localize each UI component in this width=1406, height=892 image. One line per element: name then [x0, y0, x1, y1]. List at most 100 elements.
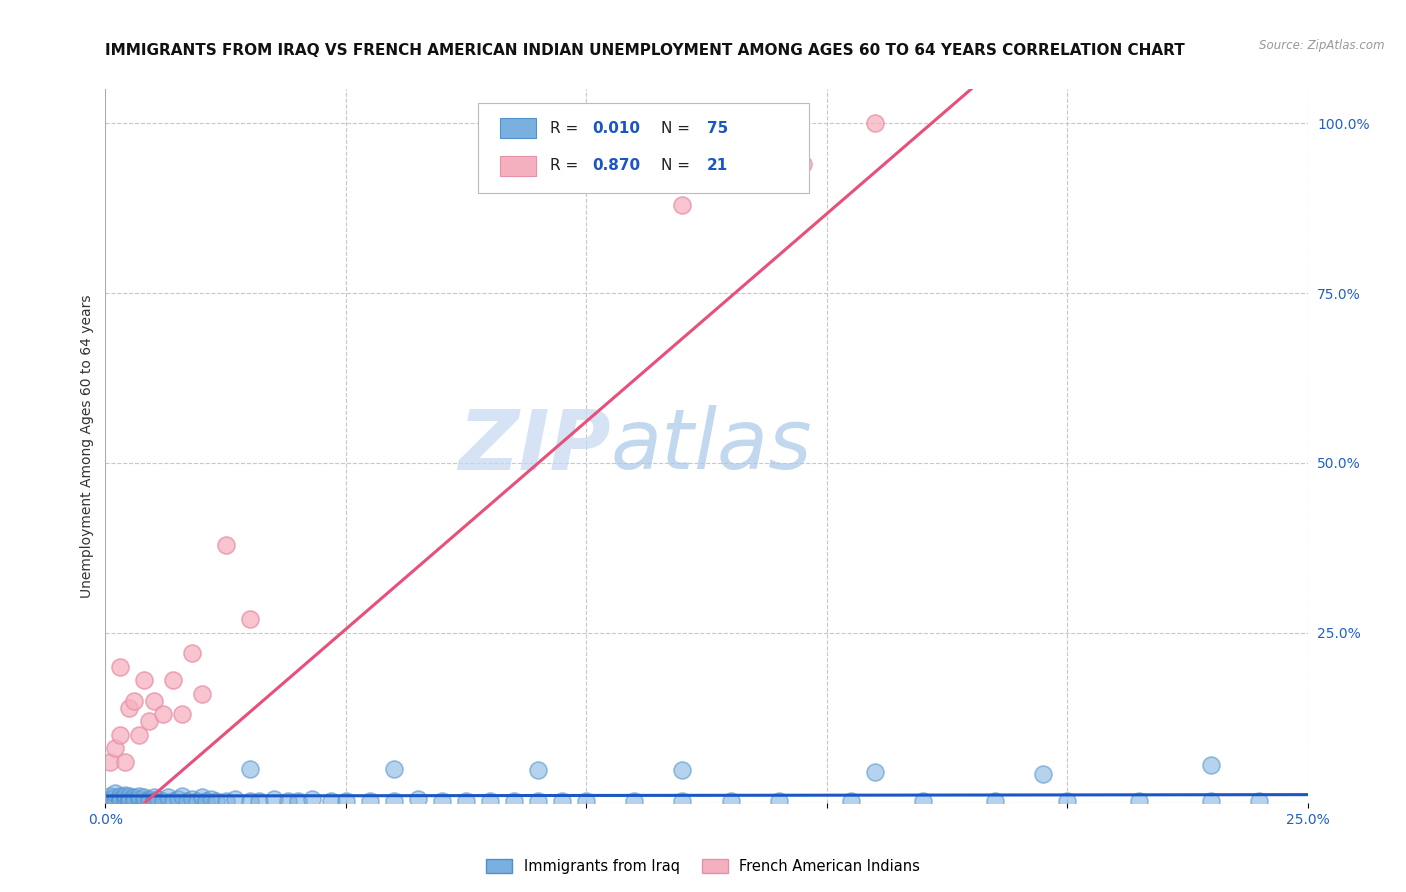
- Text: N =: N =: [661, 158, 695, 173]
- Point: [128, 728, 150, 742]
- Text: ZIP: ZIP: [458, 406, 610, 486]
- Point: [108, 789, 131, 803]
- FancyBboxPatch shape: [478, 103, 808, 193]
- Point: [108, 660, 131, 674]
- Bar: [499, 155, 536, 176]
- Point: [984, 794, 1007, 808]
- Point: [138, 714, 160, 729]
- Point: [359, 794, 381, 808]
- Point: [132, 790, 155, 805]
- Text: N =: N =: [661, 121, 695, 136]
- Point: [162, 673, 184, 688]
- Point: [142, 790, 165, 805]
- Point: [114, 755, 136, 769]
- Point: [138, 794, 160, 808]
- Point: [166, 792, 188, 806]
- Point: [623, 794, 645, 808]
- Point: [128, 792, 150, 806]
- Text: 0.870: 0.870: [592, 158, 641, 173]
- Point: [1056, 794, 1078, 808]
- Point: [172, 789, 194, 803]
- Point: [142, 794, 165, 808]
- Point: [1249, 794, 1271, 808]
- Point: [671, 198, 693, 212]
- Point: [792, 157, 814, 171]
- Point: [104, 741, 127, 756]
- Point: [138, 792, 160, 806]
- Point: [551, 794, 574, 808]
- Point: [118, 794, 141, 808]
- Point: [239, 762, 262, 776]
- Point: [527, 763, 550, 777]
- Point: [98, 755, 121, 769]
- Point: [863, 765, 886, 780]
- Text: R =: R =: [550, 121, 583, 136]
- Point: [454, 794, 477, 808]
- Point: [479, 794, 502, 808]
- Point: [152, 707, 174, 722]
- Point: [186, 794, 208, 808]
- Point: [124, 794, 146, 808]
- Point: [124, 694, 146, 708]
- Point: [1201, 758, 1223, 772]
- Point: [503, 794, 526, 808]
- Point: [287, 794, 309, 808]
- Point: [108, 792, 131, 806]
- Point: [406, 792, 429, 806]
- Point: [224, 792, 246, 806]
- Point: [118, 700, 141, 714]
- Point: [190, 687, 212, 701]
- Point: [98, 789, 121, 803]
- Point: [162, 794, 184, 808]
- Point: [911, 794, 934, 808]
- Point: [176, 794, 198, 808]
- Point: [1201, 794, 1223, 808]
- Point: [214, 537, 236, 551]
- Point: [839, 794, 862, 808]
- Point: [382, 794, 405, 808]
- Point: [152, 794, 174, 808]
- Point: [114, 794, 136, 808]
- Point: [104, 790, 127, 805]
- Text: atlas: atlas: [610, 406, 813, 486]
- Point: [335, 794, 357, 808]
- Point: [575, 794, 598, 808]
- Point: [863, 116, 886, 130]
- Point: [128, 789, 150, 803]
- Point: [142, 694, 165, 708]
- Point: [181, 646, 204, 660]
- Point: [98, 792, 121, 806]
- Point: [527, 794, 550, 808]
- Point: [104, 786, 127, 800]
- Point: [321, 794, 343, 808]
- Text: IMMIGRANTS FROM IRAQ VS FRENCH AMERICAN INDIAN UNEMPLOYMENT AMONG AGES 60 TO 64 : IMMIGRANTS FROM IRAQ VS FRENCH AMERICAN …: [105, 43, 1185, 58]
- Point: [132, 673, 155, 688]
- Point: [382, 762, 405, 776]
- Text: 21: 21: [707, 158, 728, 173]
- Point: [108, 728, 131, 742]
- Point: [114, 788, 136, 802]
- Point: [430, 794, 453, 808]
- Point: [247, 794, 270, 808]
- Point: [118, 792, 141, 806]
- Point: [200, 792, 222, 806]
- Point: [181, 792, 204, 806]
- Text: 75: 75: [707, 121, 728, 136]
- Bar: [499, 119, 536, 138]
- Point: [239, 794, 262, 808]
- Point: [239, 612, 262, 626]
- Point: [768, 794, 790, 808]
- Point: [1032, 767, 1054, 781]
- Text: Source: ZipAtlas.com: Source: ZipAtlas.com: [1260, 38, 1385, 52]
- Point: [671, 794, 693, 808]
- Point: [104, 794, 127, 808]
- Point: [108, 794, 131, 808]
- Legend: Immigrants from Iraq, French American Indians: Immigrants from Iraq, French American In…: [479, 854, 927, 880]
- Point: [132, 794, 155, 808]
- Text: R =: R =: [550, 158, 583, 173]
- Point: [195, 794, 218, 808]
- Point: [148, 792, 170, 806]
- Point: [214, 794, 236, 808]
- Point: [156, 790, 179, 805]
- Y-axis label: Unemployment Among Ages 60 to 64 years: Unemployment Among Ages 60 to 64 years: [80, 294, 94, 598]
